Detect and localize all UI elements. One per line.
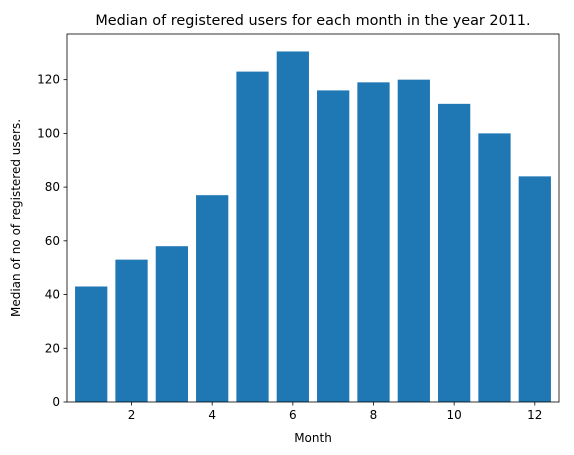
y-tick-label: 20 <box>45 341 60 355</box>
bar-month-11 <box>478 133 511 403</box>
y-axis-label: Median of no of registered users. <box>9 119 23 317</box>
x-tick-label: 12 <box>527 408 542 422</box>
chart-title: Median of registered users for each mont… <box>95 13 530 29</box>
bar-month-4 <box>196 195 229 402</box>
y-tick-label: 60 <box>45 234 60 248</box>
x-axis-label: Month <box>294 431 332 445</box>
y-tick-label: 40 <box>45 288 60 302</box>
x-tick-label: 8 <box>370 408 378 422</box>
x-tick-label: 10 <box>447 408 462 422</box>
bar-month-9 <box>397 79 430 402</box>
bar-month-3 <box>155 246 188 402</box>
x-tick-label: 6 <box>289 408 297 422</box>
x-axis-ticks: 2 4 6 8 10 12 <box>128 402 542 422</box>
bars-group <box>75 51 551 403</box>
bar-month-12 <box>518 176 551 402</box>
bar-month-1 <box>75 286 108 402</box>
bar-month-2 <box>115 259 148 402</box>
y-tick-label: 120 <box>37 73 60 87</box>
plot-frame <box>66 33 560 403</box>
bar-month-6 <box>276 51 309 403</box>
x-tick-label: 2 <box>128 408 136 422</box>
y-tick-label: 100 <box>37 126 60 140</box>
bar-month-7 <box>317 90 350 403</box>
x-tick-label: 4 <box>208 408 216 422</box>
y-axis-ticks: 0 20 40 60 80 100 120 <box>37 73 67 409</box>
bar-month-5 <box>236 71 269 403</box>
y-tick-label: 0 <box>52 395 60 409</box>
y-tick-label: 80 <box>45 180 60 194</box>
bar-month-8 <box>357 82 390 402</box>
bar-month-10 <box>438 103 471 402</box>
